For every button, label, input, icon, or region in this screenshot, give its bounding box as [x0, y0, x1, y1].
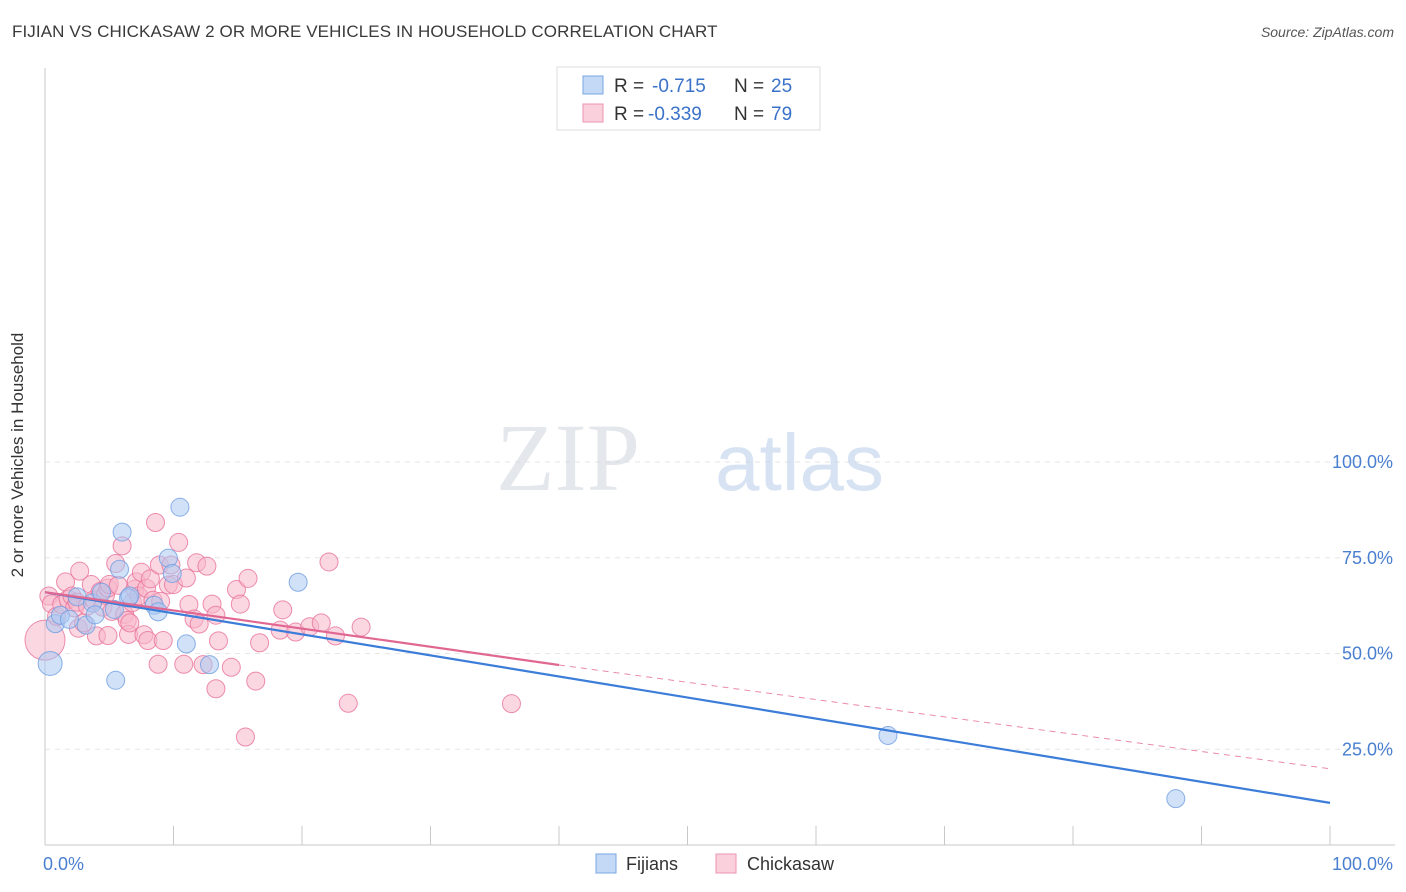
watermark: ZIP atlas	[496, 404, 884, 511]
y-tick-label: 25.0%	[1342, 739, 1393, 759]
legend-swatch-fijians	[595, 853, 617, 874]
legend-swatch-chickasaw	[715, 853, 737, 874]
chickasaw-point	[140, 569, 160, 589]
chickasaw-point	[230, 594, 250, 614]
x-tick-label: 100.0%	[1332, 854, 1393, 874]
fijian-points	[37, 497, 1186, 809]
fijian-point	[288, 572, 308, 592]
chickasaw-point	[338, 693, 358, 713]
correlation-legend: R = -0.715 N = 25 R = -0.339 N = 79	[556, 66, 821, 131]
fijian-point	[37, 650, 63, 676]
chickasaw-point	[153, 630, 173, 650]
legend-label-fijians: Fijians	[626, 854, 678, 874]
gridlines	[45, 461, 1395, 750]
y-tick-label: 50.0%	[1342, 644, 1393, 664]
fijian-point	[112, 522, 132, 542]
chickasaw-point	[148, 654, 168, 674]
fijian-point	[106, 670, 126, 690]
chickasaw-point	[169, 532, 189, 552]
chickasaw-point	[351, 617, 371, 637]
chickasaw-point	[174, 654, 194, 674]
chickasaw-point	[311, 613, 331, 633]
chickasaw-point	[325, 626, 345, 646]
chickasaw-point	[197, 556, 217, 576]
chickasaw-trend-extension	[558, 664, 1331, 770]
chickasaw-point	[120, 613, 140, 633]
fijian-trend-line	[44, 591, 1331, 804]
legend-r-value: -0.339	[648, 104, 702, 125]
chickasaw-point	[98, 625, 118, 645]
legend-n-value: 25	[771, 76, 792, 97]
y-tick-label: 75.0%	[1342, 548, 1393, 568]
chickasaw-point	[246, 671, 266, 691]
chickasaw-point	[221, 657, 241, 677]
chickasaw-point	[146, 513, 166, 533]
legend-n-value: 79	[771, 104, 792, 125]
fijian-point	[85, 605, 105, 625]
chickasaw-point	[235, 727, 255, 747]
legend-r-label: R =	[614, 104, 644, 125]
legend-n-label: N =	[734, 104, 764, 125]
chickasaw-point	[250, 633, 270, 653]
chickasaw-point	[273, 600, 293, 620]
chickasaw-point	[208, 631, 228, 651]
fijian-point	[170, 497, 190, 517]
legend-r-value: -0.715	[652, 76, 706, 97]
trend-lines	[44, 591, 1331, 804]
y-tick-labels: 25.0% 50.0% 75.0% 100.0%	[1332, 452, 1393, 759]
chickasaw-point	[501, 694, 521, 714]
fijian-point	[59, 609, 79, 629]
legend-label-chickasaw: Chickasaw	[747, 854, 835, 874]
legend-r-label: R =	[614, 76, 644, 97]
axes	[44, 68, 1395, 846]
source-credit: Source: ZipAtlas.com	[1260, 24, 1394, 40]
series-legend: Fijians Chickasaw	[595, 853, 835, 874]
chickasaw-point	[238, 568, 258, 588]
fijian-point	[110, 559, 130, 579]
y-tick-label: 100.0%	[1332, 452, 1393, 472]
legend-swatch-chickasaw	[582, 103, 604, 123]
chart-title: FIJIAN VS CHICKASAW 2 OR MORE VEHICLES I…	[12, 22, 718, 41]
legend-n-label: N =	[734, 76, 764, 97]
fijian-point	[162, 563, 182, 583]
fijian-point	[199, 655, 219, 675]
x-tick-labels: 0.0% 100.0%	[43, 854, 1393, 874]
fijian-point	[1166, 789, 1186, 809]
chickasaw-point	[319, 552, 339, 572]
watermark-zip: ZIP	[496, 404, 640, 511]
chickasaw-point	[70, 561, 90, 581]
chickasaw-trend-line	[44, 591, 560, 667]
chickasaw-point	[206, 679, 226, 699]
legend-swatch-fijians	[582, 75, 604, 95]
watermark-atlas: atlas	[715, 418, 884, 507]
fijian-point	[176, 634, 196, 654]
x-tick-label: 0.0%	[43, 854, 84, 874]
